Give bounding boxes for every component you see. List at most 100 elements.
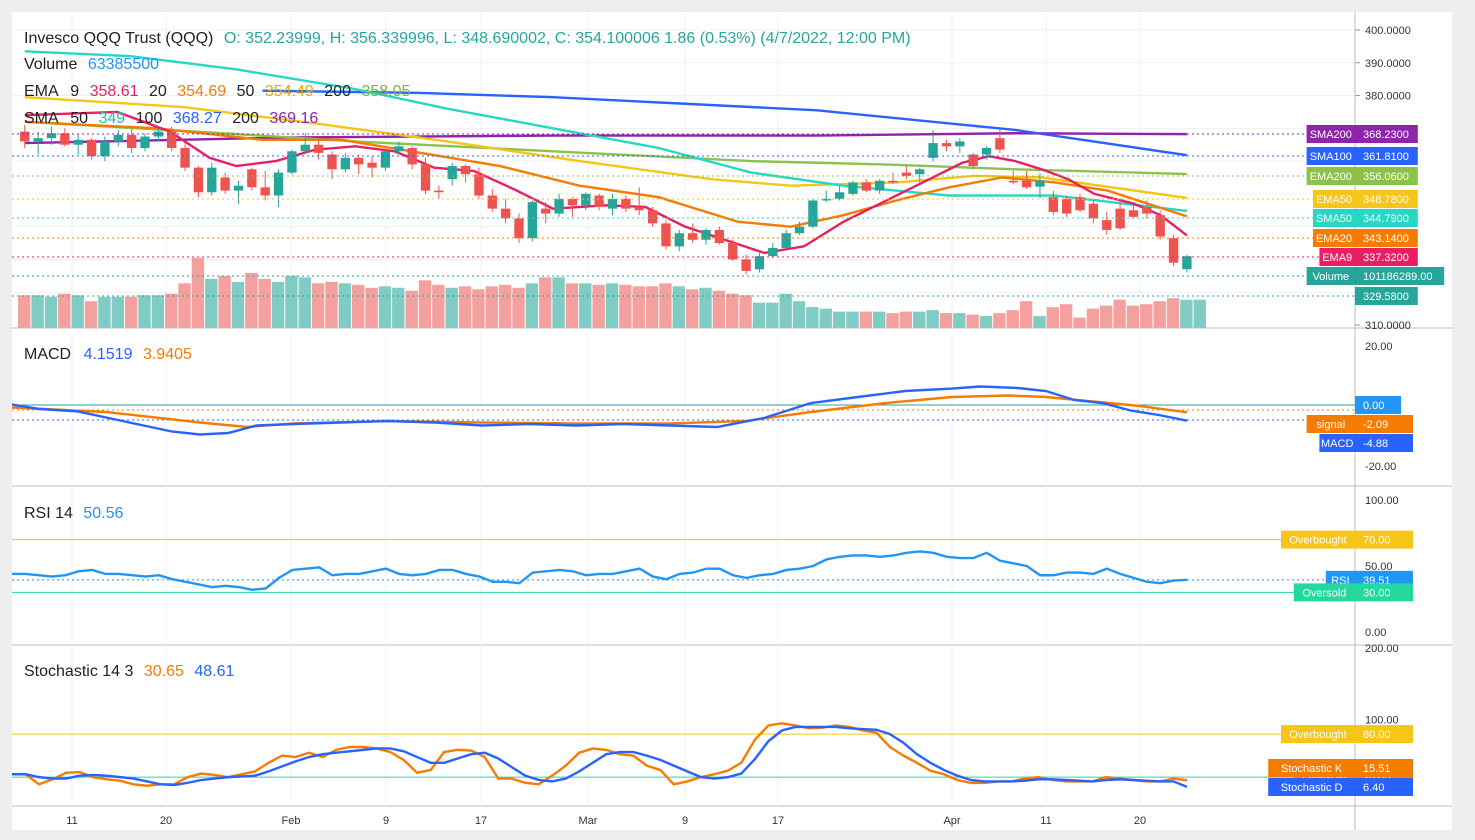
- volume-bar: [365, 287, 378, 328]
- date-tick-label: 11: [1040, 815, 1051, 827]
- volume-bar: [792, 301, 806, 328]
- price-tag-ema20-label: EMA20: [1316, 233, 1352, 245]
- volume-bar: [1100, 305, 1113, 328]
- price-tag-ema50-label-box: [1313, 190, 1355, 208]
- candle-body: [313, 144, 324, 153]
- candle-body: [674, 233, 684, 247]
- candle-body: [554, 198, 564, 214]
- sma-legend-value-100: 368.27: [173, 110, 222, 127]
- candle-body: [955, 141, 965, 147]
- macd-tick-label: -20.00: [1365, 461, 1396, 473]
- candle-body: [354, 157, 364, 165]
- volume-bar: [245, 272, 258, 328]
- ema-legend-period-50: 50: [237, 83, 255, 100]
- candle-body: [901, 172, 912, 176]
- macd-legend-label: MACD: [24, 346, 71, 363]
- volume-bar: [271, 281, 285, 328]
- price-axis-labels: 400.0000 390.0000 380.0000 310.0000 20.00 -20…: [1355, 25, 1411, 727]
- volume-bar: [846, 311, 859, 328]
- price-tag-ema50-value-box: [1355, 190, 1418, 208]
- date-tick-label: Apr: [943, 815, 960, 827]
- stochastic-legend: Stochastic 14 3 30.65 48.61: [24, 663, 235, 680]
- volume-bar: [939, 313, 953, 328]
- price-tag-volume-label-box: [1306, 267, 1355, 285]
- volume-bar: [552, 277, 565, 328]
- macd-signal-line: [11, 394, 1188, 429]
- volume-bar: [619, 284, 632, 328]
- candle-body: [1088, 203, 1099, 219]
- price-legend: Invesco QQQ Trust (QQQ) O: 352.23999, H:…: [24, 30, 911, 127]
- price-tag-ema50-label: EMA50: [1316, 194, 1352, 206]
- ema-legend-label: EMA: [24, 83, 59, 100]
- macd-tag-macd-label: MACD: [1321, 438, 1353, 450]
- sma-legend-period-200: 200: [232, 110, 259, 127]
- date-tick-label: 9: [383, 815, 389, 827]
- chart-container[interactable]: 400.0000 390.0000 380.0000 310.0000 20.00 -20…: [11, 12, 1452, 830]
- candle-body: [434, 190, 444, 193]
- candle-body: [1035, 180, 1045, 187]
- candle-body: [607, 198, 618, 209]
- volume-bar: [138, 295, 151, 328]
- volume-bar: [993, 313, 1006, 328]
- candle-body: [100, 141, 110, 157]
- volume-bar: [178, 283, 191, 328]
- candle-body: [821, 198, 831, 201]
- price-tag-sma100-label: SMA100: [1310, 151, 1352, 163]
- price-tag-ema200-value-box: [1355, 167, 1418, 185]
- candle-body: [514, 218, 524, 239]
- ema-legend-value-20: 354.69: [177, 83, 226, 100]
- stoch-tag-d-label-box: [1268, 778, 1355, 796]
- price-tag-ema20-value: 343.1400: [1363, 233, 1409, 245]
- stoch-tag-overbought-label: Overbought: [1289, 729, 1346, 741]
- candle-body: [1155, 215, 1165, 237]
- sma-legend-value-200: 369.16: [269, 110, 318, 127]
- price-tag-sma200-label: SMA200: [1310, 129, 1352, 141]
- candle-body: [73, 139, 83, 145]
- stoch-tag-k-value-box: [1355, 759, 1413, 777]
- volume-bar: [472, 289, 485, 328]
- candle-body: [915, 169, 925, 175]
- sma-legend-label: SMA: [24, 110, 59, 127]
- volume-bar: [1153, 301, 1166, 328]
- candle-body: [20, 131, 30, 142]
- price-tag-last-value-box: [1355, 287, 1418, 305]
- volume-legend-value: 63385500: [88, 56, 159, 73]
- volume-bar: [966, 314, 979, 328]
- date-tick-label: 11: [66, 815, 77, 827]
- volume-bar: [338, 283, 352, 328]
- candle-body: [634, 207, 644, 211]
- volume-bar: [1059, 304, 1073, 328]
- candle-body: [447, 166, 457, 180]
- svg-text:EMA 9 358.61: EMA 9 358.61 20 354.69 50 354.49 200 358…: [24, 83, 410, 100]
- volume-bar: [445, 287, 458, 328]
- stoch-tag-d-value: 6.40: [1363, 782, 1384, 794]
- sma-legend-value-50: 349: [99, 110, 126, 127]
- candle-body: [460, 166, 471, 175]
- chart-svg[interactable]: 400.0000 390.0000 380.0000 310.0000 20.00 -20…: [11, 12, 1452, 830]
- volume-bar: [432, 284, 445, 328]
- macd-line: [11, 385, 1188, 436]
- svg-text:Invesco QQQ Trust (QQQ): Invesco QQQ Trust (QQQ) O: 352.23999, H:…: [24, 30, 911, 47]
- candle-body: [527, 202, 538, 239]
- volume-bar: [44, 296, 58, 328]
- volume-bar: [739, 295, 752, 328]
- volume-bar: [1180, 299, 1193, 328]
- volume-bar: [1073, 317, 1086, 328]
- macd-tag-signal-label-box: [1306, 415, 1355, 433]
- candle-body: [1182, 256, 1192, 270]
- price-tag-ema200-value: 356.0600: [1363, 171, 1409, 183]
- candle-body: [394, 146, 404, 152]
- stochastic-tick-label: 200.00: [1365, 643, 1399, 655]
- symbol-title: Invesco QQQ Trust (QQQ): [24, 30, 213, 47]
- rsi-legend: RSI 14 50.56: [24, 505, 124, 522]
- macd-tag-signal-value-box: [1355, 415, 1413, 433]
- macd-legend: MACD 4.1519 3.9405: [24, 346, 192, 363]
- rsi-tag-overbought-value: 70.00: [1363, 535, 1391, 547]
- volume-bar: [151, 295, 165, 328]
- price-tick-label: 310.0000: [1365, 320, 1411, 332]
- volume-bar: [258, 278, 271, 328]
- candle-body: [1048, 197, 1058, 212]
- candle-body: [113, 134, 123, 142]
- candle-body: [995, 138, 1005, 150]
- volume-bar: [1006, 310, 1019, 328]
